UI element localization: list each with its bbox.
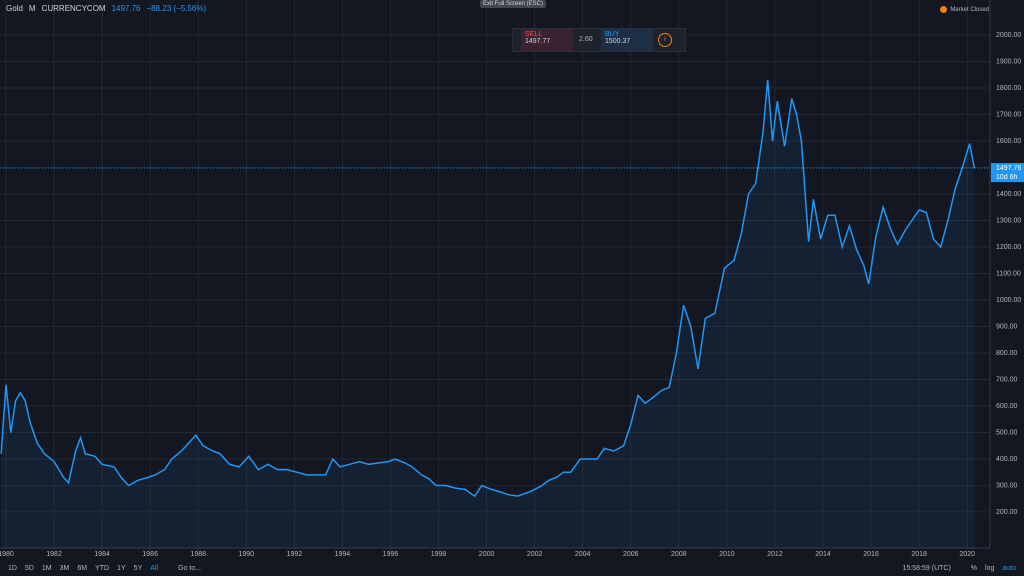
plot-background: [0, 0, 990, 548]
x-tick-label: 2016: [863, 551, 879, 558]
x-tick-label: 2010: [719, 551, 735, 558]
exchange: CURRENCYCOM: [41, 4, 106, 13]
x-tick-label: 1994: [335, 551, 351, 558]
percent[interactable]: %: [970, 564, 978, 572]
x-tick-label: 2000: [479, 551, 495, 558]
log[interactable]: log: [985, 564, 995, 572]
countdown: 10d 6h: [996, 174, 1018, 181]
x-tick-label: 2012: [767, 551, 783, 558]
buy-label: BUY: [605, 31, 620, 38]
period-button[interactable]: 5Y: [133, 564, 143, 572]
buy-price: 1500.37: [605, 38, 631, 45]
x-tick-label: 1996: [383, 551, 399, 558]
y-tick-label: 600.00: [996, 403, 1018, 410]
x-tick-label: 1984: [94, 551, 110, 558]
period-button[interactable]: 1M: [41, 564, 52, 572]
y-tick-label: 1100.00: [996, 270, 1021, 277]
period-button[interactable]: All: [150, 564, 159, 572]
last-price-label: 1497.76: [996, 165, 1021, 172]
info-icon[interactable]: i: [658, 33, 672, 47]
footer: 1D 5D 1M 3M 6M YTD 1Y 5Y All Go to... 15:58:59 (…: [0, 560, 1024, 576]
spread: 2.60: [579, 36, 593, 43]
x-tick-label: 2014: [815, 551, 831, 558]
period-button[interactable]: 3M: [59, 564, 70, 572]
x-tick-label: 1982: [46, 551, 62, 558]
y-tick-label: 1700.00: [996, 111, 1021, 118]
period-button[interactable]: 5D: [24, 564, 34, 572]
sell-button[interactable]: SELL 1497.77: [521, 29, 573, 51]
exit-fullscreen[interactable]: Exit Full Screen (ESC): [480, 0, 547, 8]
y-tick-label: 400.00: [996, 456, 1018, 463]
y-tick-label: 800.00: [996, 350, 1018, 357]
market-status: Market Closed: [940, 6, 989, 13]
y-tick-label: 1600.00: [996, 138, 1021, 145]
period-button[interactable]: 1Y: [117, 564, 126, 572]
y-tick-label: 700.00: [996, 376, 1018, 383]
y-tick-label: 1200.00: [996, 244, 1021, 251]
x-tick-label: 1980: [0, 551, 14, 558]
x-tick-label: 1986: [142, 551, 158, 558]
period-button[interactable]: 6M: [77, 564, 88, 572]
x-tick-label: 1998: [431, 551, 447, 558]
x-tick-label: 2018: [911, 551, 927, 558]
y-tick-label: 1300.00: [996, 217, 1021, 224]
y-tick-label: 2000.00: [996, 32, 1021, 39]
trade-panel: SELL 1497.77 2.60 BUY 1500.37 i: [512, 28, 686, 52]
x-tick-label: 2006: [623, 551, 639, 558]
y-tick-label: 1900.00: [996, 58, 1021, 65]
x-tick-label: 2008: [671, 551, 687, 558]
goto[interactable]: Go to...: [178, 564, 201, 572]
y-tick-label: 200.00: [996, 509, 1018, 516]
area: [1, 80, 975, 548]
x-tick-label: 1988: [190, 551, 206, 558]
sell-label: SELL: [525, 31, 543, 38]
y-tick-label: 500.00: [996, 429, 1018, 436]
x-tick-label: 2002: [527, 551, 543, 558]
buy-button[interactable]: BUY 1500.37: [601, 29, 653, 51]
period-button[interactable]: 1D: [8, 564, 17, 572]
periods: 1D 5D 1M 3M 6M YTD 1Y 5Y All: [0, 565, 158, 572]
y-tick-label: 1400.00: [996, 191, 1021, 198]
symbol: Gold: [6, 4, 23, 13]
y-tick-label: 900.00: [996, 323, 1018, 330]
last-price-badge: [991, 163, 1024, 183]
auto[interactable]: auto: [1002, 564, 1016, 572]
time: 15:58:59 (UTC): [902, 564, 951, 572]
last-price: 1497.76: [111, 4, 141, 13]
y-tick-label: 1000.00: [996, 297, 1021, 304]
x-tick-label: 2020: [959, 551, 975, 558]
price-line: [0, 79, 976, 498]
sell-price: 1497.77: [525, 38, 551, 45]
header: Gold M CURRENCYCOM 1497.76 −88.23 (−5.56…: [6, 4, 206, 13]
y-tick-label: 300.00: [996, 482, 1018, 489]
period-button[interactable]: YTD: [95, 564, 110, 572]
x-tick-label: 2004: [575, 551, 591, 558]
x-tick-label: 1990: [239, 551, 255, 558]
x-tick-label: 1992: [287, 551, 303, 558]
interval: M: [28, 4, 36, 13]
change: −88.23 (−5.56%): [146, 4, 207, 13]
y-tick-label: 1800.00: [996, 85, 1021, 92]
